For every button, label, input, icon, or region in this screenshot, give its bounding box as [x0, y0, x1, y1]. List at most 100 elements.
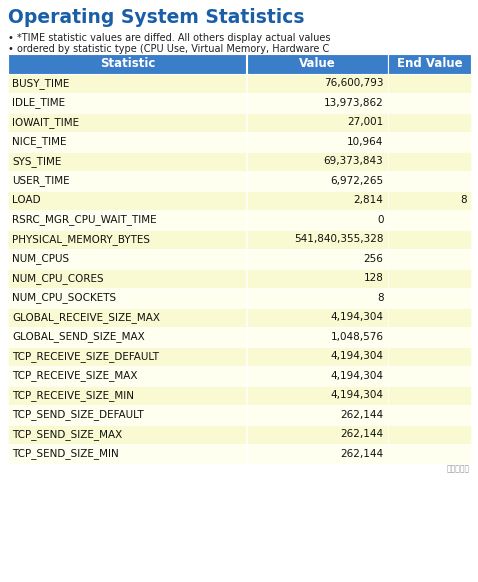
Text: RSRC_MGR_CPU_WAIT_TIME: RSRC_MGR_CPU_WAIT_TIME [12, 214, 157, 225]
Bar [8, 307, 247, 327]
Text: GLOBAL_RECEIVE_SIZE_MAX: GLOBAL_RECEIVE_SIZE_MAX [12, 312, 160, 322]
Bar [389, 112, 471, 132]
Bar [8, 93, 247, 112]
Text: 4,194,304: 4,194,304 [330, 313, 383, 322]
Bar [8, 385, 247, 405]
Bar [247, 210, 388, 229]
Bar [8, 229, 247, 249]
Text: 76,600,793: 76,600,793 [324, 78, 383, 88]
Bar [8, 327, 247, 346]
Bar [8, 73, 247, 93]
Bar [247, 112, 388, 132]
Text: 262,144: 262,144 [340, 449, 383, 459]
Bar [389, 385, 471, 405]
Bar [389, 210, 471, 229]
Bar [247, 151, 388, 171]
Text: USER_TIME: USER_TIME [12, 175, 70, 186]
Bar [389, 268, 471, 288]
Text: LOAD: LOAD [12, 195, 41, 205]
Bar [8, 346, 247, 366]
Bar [389, 366, 471, 385]
Text: End Value: End Value [397, 57, 463, 70]
Text: NUM_CPU_SOCKETS: NUM_CPU_SOCKETS [12, 292, 116, 303]
Text: 2,814: 2,814 [354, 195, 383, 205]
Text: 1,048,576: 1,048,576 [330, 332, 383, 342]
Bar [247, 229, 388, 249]
Text: TCP_SEND_SIZE_MAX: TCP_SEND_SIZE_MAX [12, 429, 122, 440]
Bar [389, 190, 471, 210]
Text: Statistic: Statistic [100, 57, 155, 70]
Bar [8, 112, 247, 132]
Text: 白鼓的洞穴: 白鼓的洞穴 [447, 464, 470, 474]
Bar [247, 190, 388, 210]
Bar [247, 171, 388, 190]
Bar [247, 93, 388, 112]
Text: 8: 8 [377, 293, 383, 303]
Bar [389, 151, 471, 171]
Bar [389, 249, 471, 268]
Bar [389, 132, 471, 151]
Bar [247, 132, 388, 151]
Text: BUSY_TIME: BUSY_TIME [12, 78, 69, 88]
Bar [389, 73, 471, 93]
Bar [389, 424, 471, 444]
Text: TCP_RECEIVE_SIZE_MAX: TCP_RECEIVE_SIZE_MAX [12, 370, 138, 381]
Text: 0: 0 [377, 215, 383, 225]
Bar [247, 444, 388, 463]
Bar [8, 268, 247, 288]
Text: 256: 256 [364, 254, 383, 264]
Bar [247, 385, 388, 405]
Text: 128: 128 [364, 274, 383, 283]
Text: NUM_CPU_CORES: NUM_CPU_CORES [12, 273, 104, 283]
Text: SYS_TIME: SYS_TIME [12, 156, 61, 166]
Bar [8, 210, 247, 229]
Text: 4,194,304: 4,194,304 [330, 391, 383, 400]
Text: • ordered by statistic type (CPU Use, Virtual Memory, Hardware C: • ordered by statistic type (CPU Use, Vi… [8, 44, 329, 54]
Text: PHYSICAL_MEMORY_BYTES: PHYSICAL_MEMORY_BYTES [12, 234, 150, 244]
Bar [389, 288, 471, 307]
Bar [389, 93, 471, 112]
Bar [247, 307, 388, 327]
Bar [389, 54, 471, 73]
Text: 4,194,304: 4,194,304 [330, 371, 383, 381]
Bar [389, 327, 471, 346]
Bar [247, 424, 388, 444]
Bar [8, 444, 247, 463]
Bar [8, 288, 247, 307]
Bar [247, 249, 388, 268]
Bar [389, 405, 471, 424]
Text: 8: 8 [460, 195, 467, 205]
Text: IDLE_TIME: IDLE_TIME [12, 97, 65, 108]
Text: 13,973,862: 13,973,862 [324, 98, 383, 108]
Text: 6,972,265: 6,972,265 [330, 176, 383, 186]
Bar [389, 307, 471, 327]
Bar [8, 190, 247, 210]
Text: NUM_CPUS: NUM_CPUS [12, 253, 69, 264]
Bar [247, 73, 388, 93]
Text: Operating System Statistics: Operating System Statistics [8, 8, 304, 27]
Bar [247, 346, 388, 366]
Text: 10,964: 10,964 [347, 137, 383, 147]
Text: GLOBAL_SEND_SIZE_MAX: GLOBAL_SEND_SIZE_MAX [12, 331, 145, 342]
Text: TCP_SEND_SIZE_MIN: TCP_SEND_SIZE_MIN [12, 448, 119, 459]
Bar [389, 171, 471, 190]
Bar [8, 424, 247, 444]
Bar [389, 444, 471, 463]
Text: 262,144: 262,144 [340, 430, 383, 439]
Bar [8, 405, 247, 424]
Text: 541,840,355,328: 541,840,355,328 [294, 234, 383, 244]
Bar [247, 366, 388, 385]
Text: • *TIME statistic values are diffed. All others display actual values: • *TIME statistic values are diffed. All… [8, 33, 330, 43]
Bar [8, 151, 247, 171]
Bar [247, 405, 388, 424]
Text: Value: Value [299, 57, 336, 70]
Bar [8, 132, 247, 151]
Text: NICE_TIME: NICE_TIME [12, 136, 66, 147]
Bar [247, 327, 388, 346]
Text: 262,144: 262,144 [340, 410, 383, 420]
Text: TCP_SEND_SIZE_DEFAULT: TCP_SEND_SIZE_DEFAULT [12, 409, 144, 420]
Bar [8, 249, 247, 268]
Text: 69,373,843: 69,373,843 [324, 156, 383, 166]
Bar [389, 229, 471, 249]
Bar [247, 54, 388, 73]
